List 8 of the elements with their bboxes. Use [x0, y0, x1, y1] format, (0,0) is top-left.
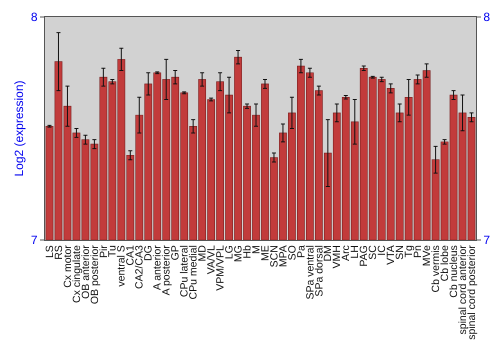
y-axis-title: Log2 (expression)	[12, 80, 26, 177]
x-tick-label: Tg	[403, 245, 416, 258]
y2-tick-label: 7	[483, 233, 490, 248]
x-tick-label: DG	[142, 245, 155, 261]
y2-tick-label: 8	[483, 10, 490, 24]
x-tick-label: LG	[223, 245, 236, 260]
x-tick-label: A posterior	[160, 244, 173, 296]
x-tick-label: MVe	[421, 245, 434, 266]
